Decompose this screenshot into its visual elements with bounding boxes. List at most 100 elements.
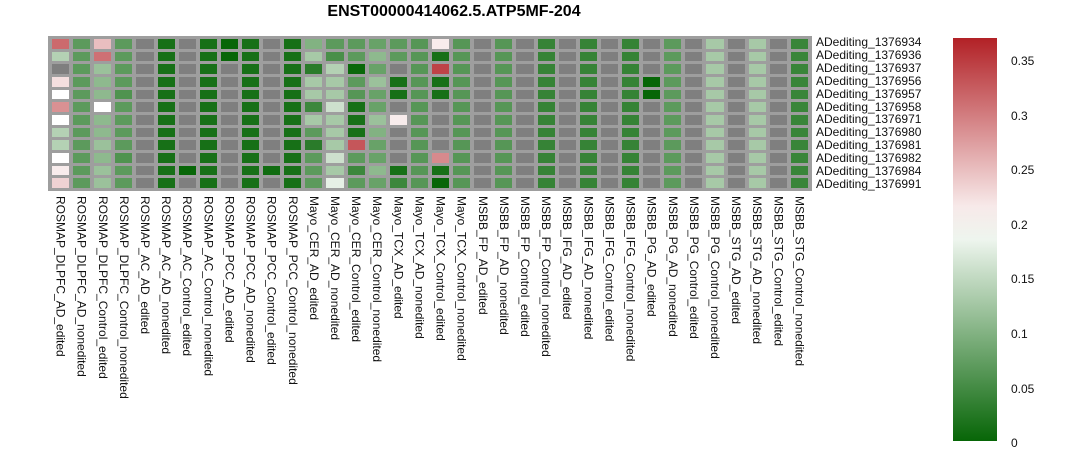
heatmap-cell — [664, 89, 682, 100]
heatmap-cell — [241, 64, 260, 74]
heatmap-cell — [115, 64, 133, 74]
heatmap-cell — [52, 39, 70, 49]
heatmap-cell — [558, 64, 576, 74]
heatmap-cell — [706, 64, 724, 74]
heatmap-cell — [790, 153, 808, 163]
heatmap-cell — [643, 140, 661, 150]
heatmap-cell — [664, 77, 682, 87]
heatmap-cell — [389, 39, 407, 49]
row-label: ADediting_1376937 — [816, 60, 922, 75]
column-labels: ROSMAP_DLPFC_AD_edited ROSMAP_DLPFC_AD_no… — [48, 196, 812, 441]
heatmap-cell — [664, 115, 682, 125]
heatmap-cell — [389, 89, 407, 100]
column-label: MSBB_FP_AD_nonedited — [496, 196, 511, 335]
heatmap-cell — [748, 140, 766, 150]
heatmap-cell — [94, 77, 112, 87]
heatmap-cell — [727, 64, 745, 74]
heatmap-cell — [537, 64, 555, 74]
heatmap-cell — [326, 127, 344, 138]
heatmap-cell — [263, 153, 281, 163]
heatmap-cell — [52, 153, 70, 163]
heatmap-cell — [474, 165, 492, 176]
column-label: MSBB_IFG_Control_edited — [602, 196, 617, 342]
heatmap-cell — [220, 89, 238, 100]
heatmap-cell — [643, 77, 661, 87]
heatmap-cell — [431, 153, 450, 163]
heatmap-cell — [453, 51, 471, 62]
heatmap-cell — [431, 51, 450, 62]
heatmap-cell — [621, 39, 640, 49]
heatmap-cell — [579, 140, 597, 150]
column-label: Mayo_TCX_Control_edited — [433, 196, 448, 341]
row-label: ADediting_1376980 — [816, 125, 922, 140]
heatmap-cell — [263, 64, 281, 74]
heatmap-cell — [305, 178, 323, 188]
heatmap-cell — [600, 140, 618, 150]
heatmap-cell — [790, 115, 808, 125]
heatmap-cell — [579, 89, 597, 100]
heatmap-cell — [558, 127, 576, 138]
column-label: ROSMAP_PCC_AD_nonedited — [243, 196, 258, 363]
heatmap-cell — [241, 178, 260, 188]
column-label: Mayo_CER_AD_nonedited — [327, 196, 342, 341]
heatmap-cell — [495, 77, 513, 87]
colorbar-tick-label: 0 — [1011, 436, 1018, 450]
column-label: Mayo_TCX_AD_edited — [391, 196, 406, 319]
heatmap-cell — [94, 102, 112, 112]
heatmap-cell — [516, 64, 534, 74]
heatmap-cell — [579, 178, 597, 188]
heatmap-cell — [326, 64, 344, 74]
heatmap-cell — [643, 115, 661, 125]
heatmap-cell — [178, 165, 196, 176]
heatmap-cell — [748, 77, 766, 87]
heatmap-cell — [136, 140, 154, 150]
heatmap-cell — [621, 77, 640, 87]
heatmap-cell — [136, 89, 154, 100]
heatmap-cell — [347, 77, 365, 87]
heatmap-cell — [537, 39, 555, 49]
heatmap-cell — [410, 178, 428, 188]
heatmap-cell — [748, 178, 766, 188]
column-label: MSBB_FP_Control_edited — [517, 196, 532, 337]
heatmap-cell — [748, 64, 766, 74]
heatmap-cell — [94, 165, 112, 176]
heatmap-cell — [685, 51, 703, 62]
heatmap-cell — [790, 51, 808, 62]
heatmap-cell — [474, 140, 492, 150]
heatmap-cell — [685, 39, 703, 49]
heatmap-cell — [431, 102, 450, 112]
heatmap-cell — [431, 127, 450, 138]
heatmap-cell — [579, 77, 597, 87]
heatmap-cell — [347, 51, 365, 62]
heatmap-cell — [579, 115, 597, 125]
heatmap-cell — [347, 39, 365, 49]
heatmap-cell — [579, 127, 597, 138]
heatmap-cell — [305, 51, 323, 62]
heatmap-cell — [284, 115, 302, 125]
heatmap-cell — [706, 115, 724, 125]
heatmap-cell — [284, 165, 302, 176]
heatmap-cell — [263, 165, 281, 176]
heatmap-cell — [136, 153, 154, 163]
heatmap-cell — [178, 115, 196, 125]
heatmap-cell — [347, 127, 365, 138]
heatmap-cell — [790, 102, 808, 112]
heatmap-cell — [199, 178, 217, 188]
heatmap-cell — [157, 102, 175, 112]
heatmap-cell — [263, 140, 281, 150]
row-label: ADediting_1376936 — [816, 47, 922, 62]
heatmap-cell — [727, 102, 745, 112]
heatmap-cell — [136, 115, 154, 125]
colorbar-tick-label: 0.05 — [1011, 381, 1035, 396]
heatmap-cell — [326, 102, 344, 112]
heatmap-cell — [136, 165, 154, 176]
colorbar-tick-label: 0.3 — [1011, 108, 1028, 123]
heatmap-cell — [600, 64, 618, 74]
heatmap-cell — [558, 115, 576, 125]
heatmap-cell — [368, 140, 386, 150]
heatmap-cell — [621, 89, 640, 100]
heatmap-cell — [389, 77, 407, 87]
heatmap-cell — [263, 51, 281, 62]
heatmap-cell — [495, 178, 513, 188]
heatmap-cell — [664, 153, 682, 163]
